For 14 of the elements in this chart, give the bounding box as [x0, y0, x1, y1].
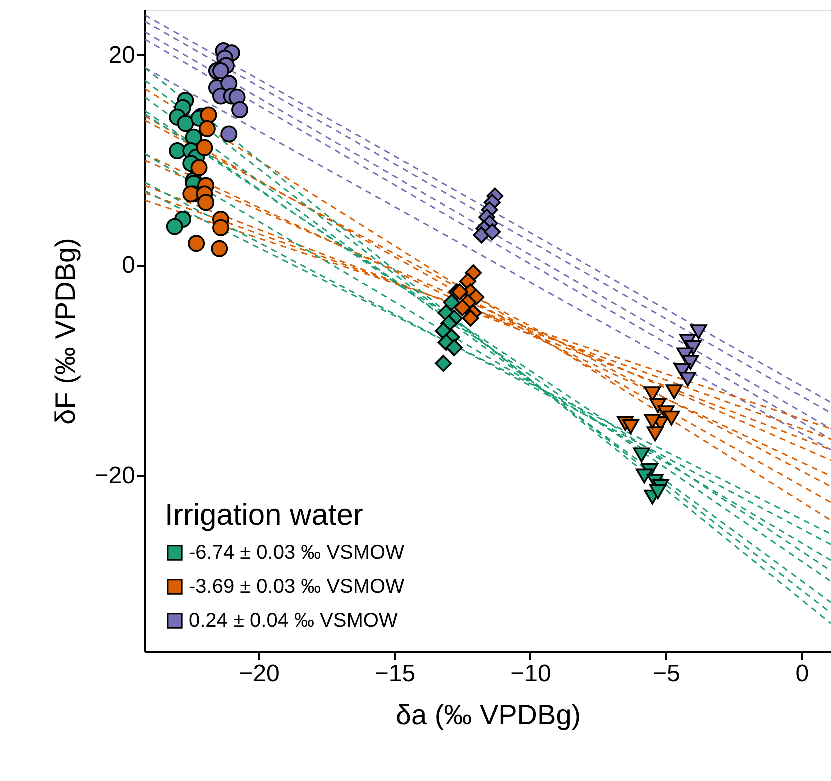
legend-title: Irrigation water — [165, 499, 364, 532]
legend-label: 0.24 ± 0.04 ‰ VSMOW — [189, 610, 398, 632]
y-tick-label: 20 — [108, 42, 136, 69]
y-tick-label: 0 — [122, 252, 136, 280]
legend-label: -6.74 ± 0.03 ‰ VSMOW — [189, 542, 405, 564]
x-tick-label: −5 — [653, 660, 680, 688]
x-tick-label: −15 — [374, 660, 416, 688]
y-axis-title: δF (‰ VPDBg) — [50, 238, 81, 425]
x-tick-label: 0 — [796, 660, 810, 688]
legend-label: -3.69 ± 0.03 ‰ VSMOW — [189, 576, 405, 598]
x-tick-label: −20 — [239, 660, 280, 688]
x-axis-title: δa (‰ VPDBg) — [396, 700, 582, 730]
x-tick-label: −10 — [510, 660, 552, 688]
y-tick-label: −20 — [94, 462, 136, 490]
